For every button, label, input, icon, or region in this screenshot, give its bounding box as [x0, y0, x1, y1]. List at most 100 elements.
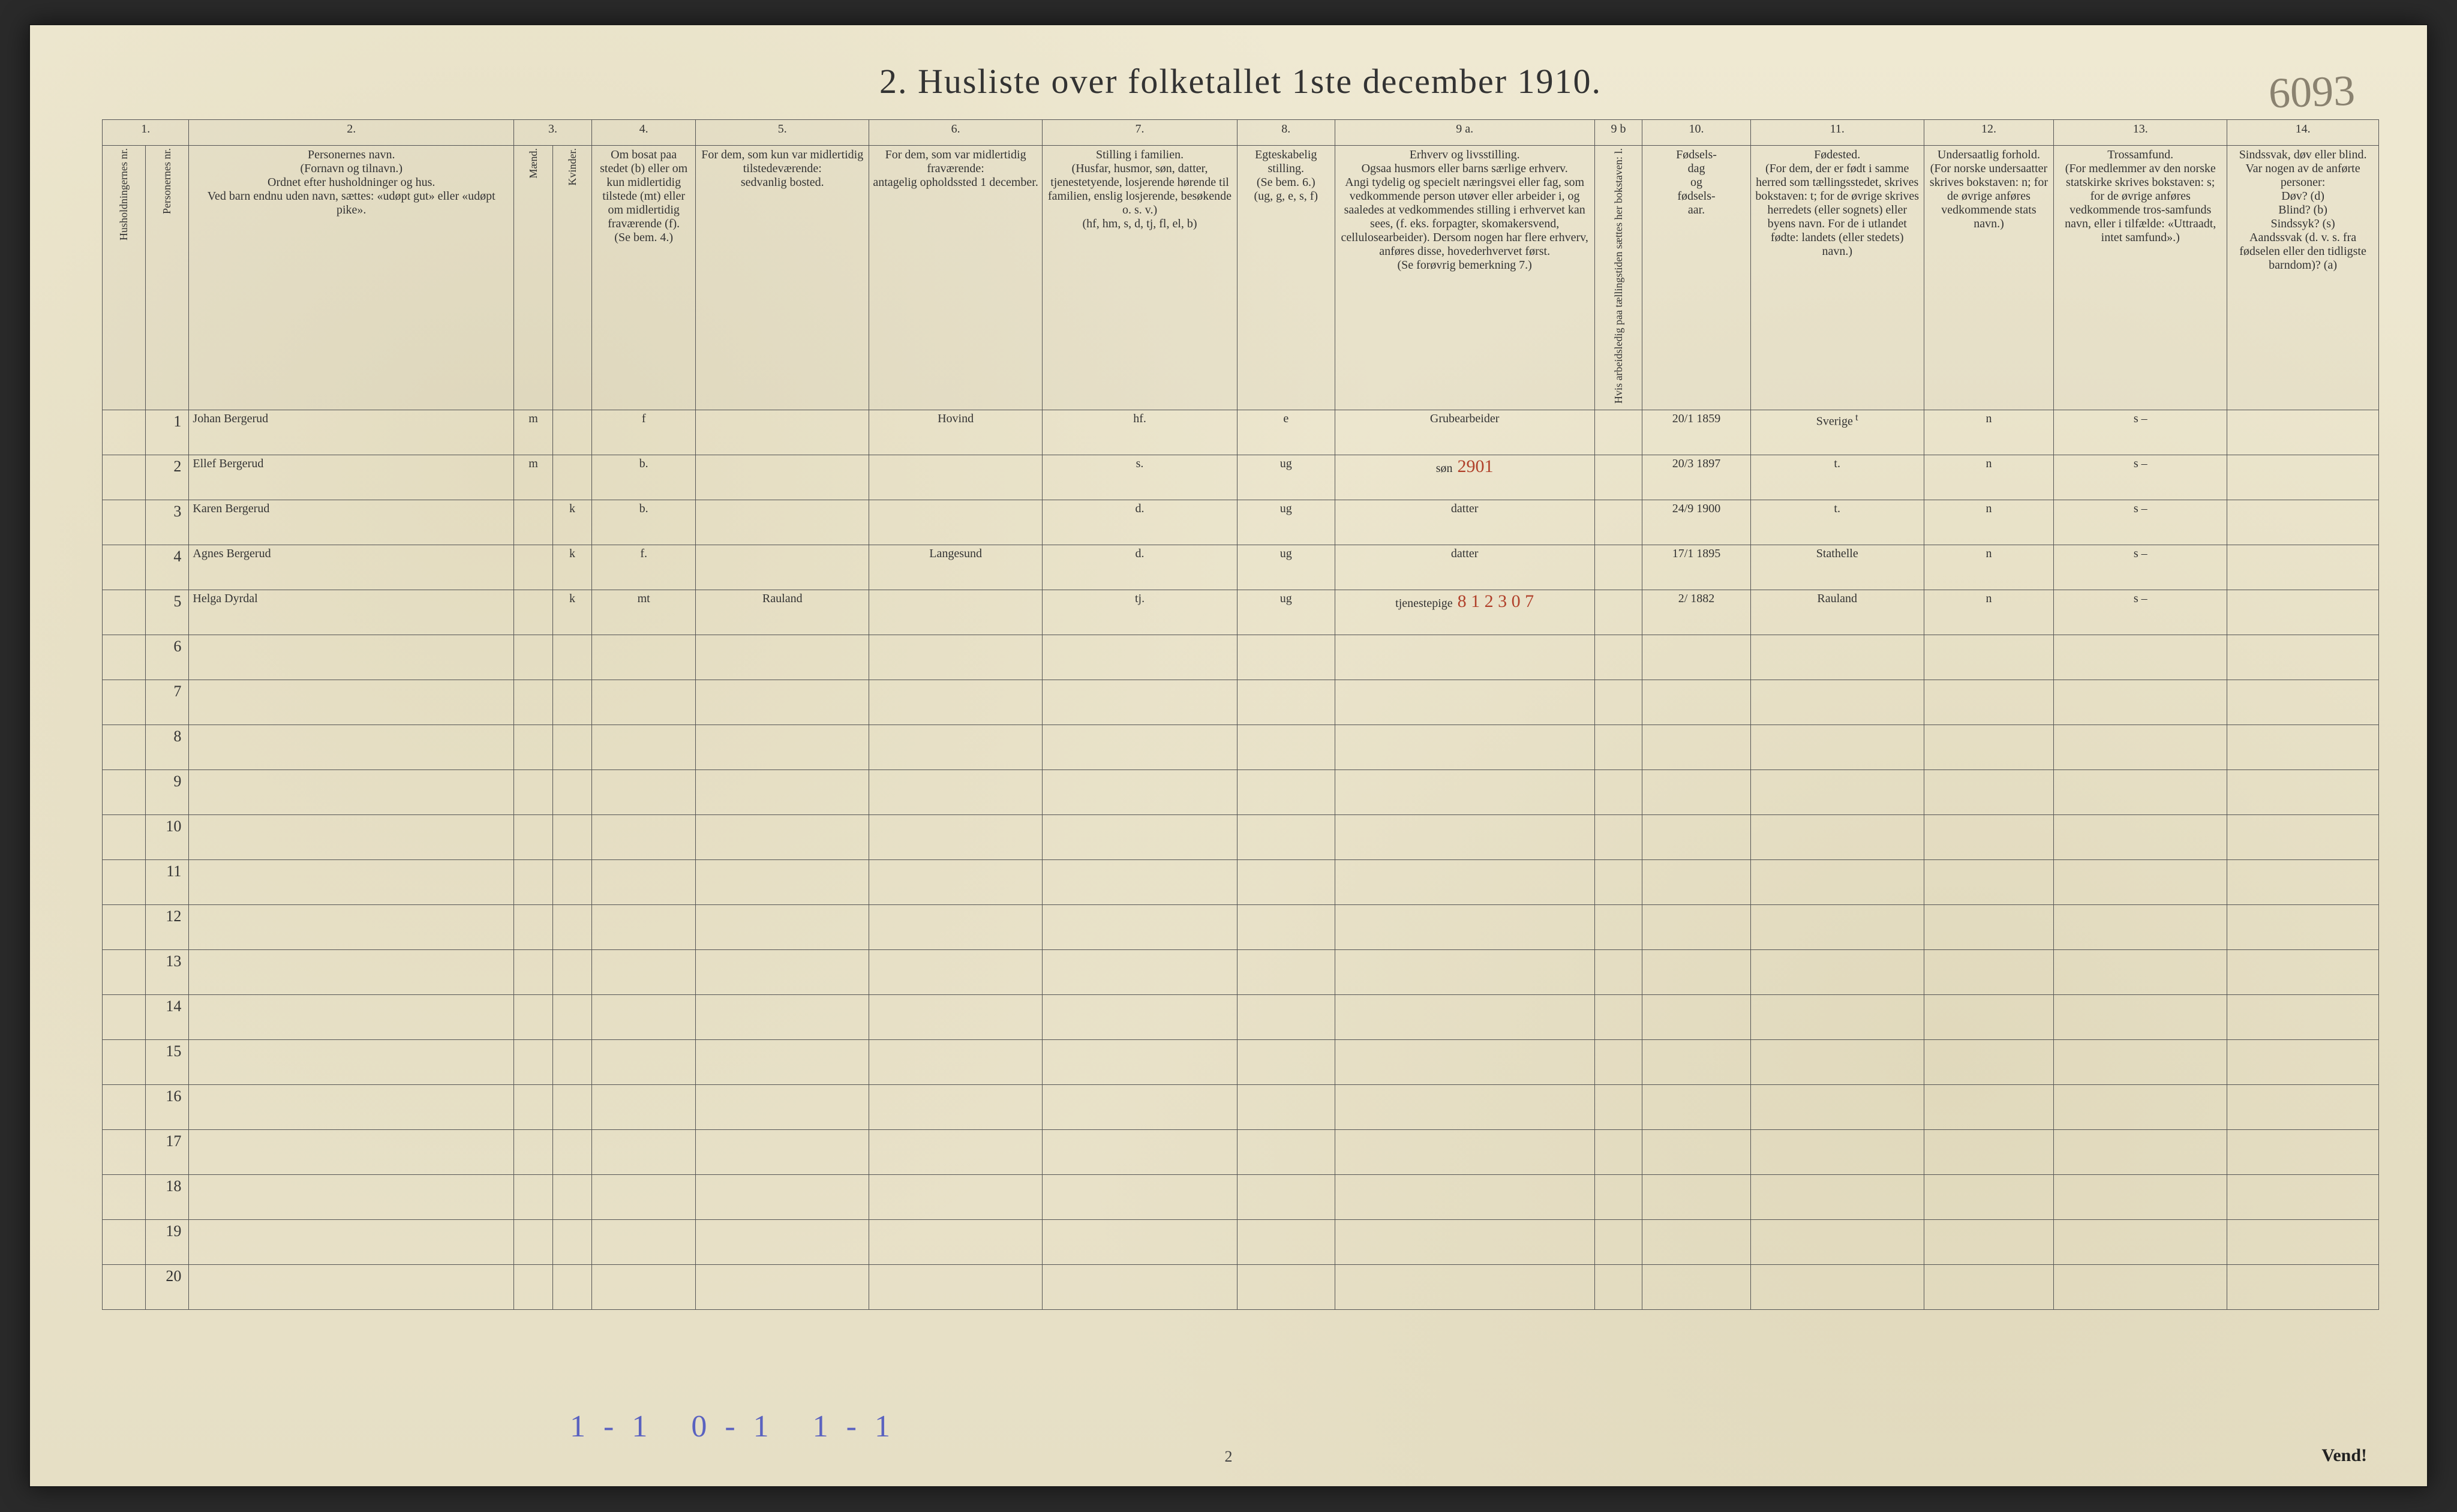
table-row: 14	[103, 994, 2379, 1039]
hdr-2: Personernes navn. (Fornavn og tilnavn.) …	[189, 146, 514, 410]
cell-empty	[2054, 949, 2227, 994]
cell-empty	[696, 814, 869, 859]
cell-empty	[1335, 994, 1594, 1039]
cell-empty	[2054, 769, 2227, 814]
cell-absent-location: Langesund	[869, 545, 1043, 590]
table-row: 12	[103, 904, 2379, 949]
table-row: 16	[103, 1084, 2379, 1129]
cell-empty	[1335, 1174, 1594, 1219]
cell-empty	[1237, 1264, 1335, 1309]
cell-sex-k	[553, 410, 592, 455]
colnum-8: 8.	[1237, 120, 1335, 146]
cell-absent-location	[869, 500, 1043, 545]
cell-empty	[1237, 859, 1335, 904]
footer-tallies: 1-1 0-1 1-1	[570, 1409, 908, 1444]
cell-empty	[1594, 725, 1642, 769]
cell-household-nr	[103, 949, 146, 994]
cell-empty	[2054, 904, 2227, 949]
cell-empty	[869, 1219, 1043, 1264]
cell-person-nr: 18	[146, 1174, 189, 1219]
cell-empty	[1594, 1174, 1642, 1219]
cell-usual-residence	[696, 500, 869, 545]
cell-sex-m: m	[514, 410, 553, 455]
cell-marital-status: e	[1237, 410, 1335, 455]
cell-empty	[1335, 949, 1594, 994]
cell-household-nr	[103, 500, 146, 545]
cell-empty	[1335, 769, 1594, 814]
cell-empty	[2227, 1039, 2379, 1084]
table-row: 17	[103, 1129, 2379, 1174]
cell-empty	[1594, 859, 1642, 904]
cell-name: Helga Dyrdal	[189, 590, 514, 635]
cell-empty	[1924, 814, 2054, 859]
cell-empty	[869, 904, 1043, 949]
occupation-annotation: 2901	[1458, 456, 1494, 476]
cell-empty	[189, 680, 514, 725]
cell-religion: s –	[2054, 590, 2227, 635]
cell-empty	[592, 1219, 696, 1264]
cell-person-nr: 14	[146, 994, 189, 1039]
cell-empty	[514, 994, 553, 1039]
cell-empty	[1924, 1039, 2054, 1084]
cell-empty	[1642, 949, 1751, 994]
cell-empty	[1043, 1174, 1237, 1219]
colnum-3: 3.	[514, 120, 592, 146]
cell-religion: s –	[2054, 500, 2227, 545]
cell-empty	[1237, 1129, 1335, 1174]
cell-empty	[1642, 1174, 1751, 1219]
cell-household-nr	[103, 1174, 146, 1219]
cell-citizenship: n	[1924, 455, 2054, 500]
cell-empty	[2054, 1129, 2227, 1174]
cell-person-nr: 17	[146, 1129, 189, 1174]
colnum-12: 12.	[1924, 120, 2054, 146]
cell-household-nr	[103, 680, 146, 725]
cell-empty	[553, 725, 592, 769]
hdr-9b: Hvis arbeidsledig paa tællingstiden sætt…	[1594, 146, 1642, 410]
table-head: 1. 2. 3. 4. 5. 6. 7. 8. 9 a. 9 b 10. 11.…	[103, 120, 2379, 410]
cell-empty	[1335, 680, 1594, 725]
hdr-12: Undersaatlig forhold. (For norske unders…	[1924, 146, 2054, 410]
cell-empty	[1335, 859, 1594, 904]
cell-empty	[189, 949, 514, 994]
cell-empty	[514, 1219, 553, 1264]
colnum-1: 1.	[103, 120, 189, 146]
cell-empty	[1237, 1084, 1335, 1129]
cell-empty	[1335, 1264, 1594, 1309]
cell-empty	[592, 680, 696, 725]
cell-empty	[1335, 1039, 1594, 1084]
cell-residence-status: f.	[592, 545, 696, 590]
cell-religion: s –	[2054, 410, 2227, 455]
hdr-7: Stilling i familien. (Husfar, husmor, sø…	[1043, 146, 1237, 410]
table-row: 13	[103, 949, 2379, 994]
cell-empty	[1043, 1039, 1237, 1084]
cell-sex-m	[514, 545, 553, 590]
cell-usual-residence	[696, 455, 869, 500]
colnum-4: 4.	[592, 120, 696, 146]
cell-empty	[1924, 1219, 2054, 1264]
cell-empty	[1750, 949, 1924, 994]
cell-empty	[514, 814, 553, 859]
cell-empty	[2054, 725, 2227, 769]
cell-empty	[592, 725, 696, 769]
cell-birthdate: 17/1 1895	[1642, 545, 1751, 590]
cell-empty	[189, 1129, 514, 1174]
cell-usual-residence	[696, 545, 869, 590]
cell-birthdate: 20/1 1859	[1642, 410, 1751, 455]
cell-family-position: hf.	[1043, 410, 1237, 455]
cell-empty	[2227, 1264, 2379, 1309]
cell-empty	[696, 1174, 869, 1219]
cell-empty	[869, 635, 1043, 680]
cell-residence-status: f	[592, 410, 696, 455]
cell-occupation: datter	[1335, 500, 1594, 545]
cell-person-nr: 12	[146, 904, 189, 949]
cell-household-nr	[103, 769, 146, 814]
cell-empty	[2227, 769, 2379, 814]
cell-person-nr: 20	[146, 1264, 189, 1309]
cell-empty	[869, 1129, 1043, 1174]
cell-empty	[1043, 859, 1237, 904]
cell-empty	[1237, 769, 1335, 814]
cell-empty	[514, 769, 553, 814]
cell-empty	[1642, 859, 1751, 904]
cell-sex-m	[514, 590, 553, 635]
cell-empty	[869, 949, 1043, 994]
